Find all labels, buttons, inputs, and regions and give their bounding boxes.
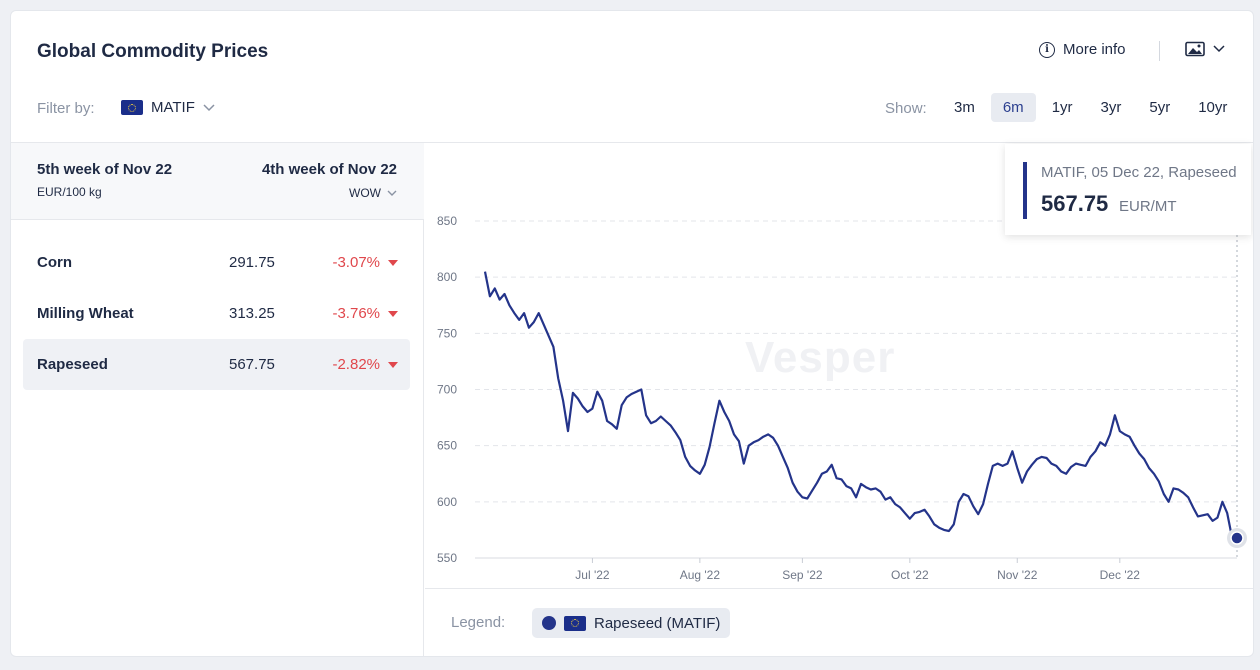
tooltip-accent [1023, 162, 1027, 219]
table-row[interactable]: Milling Wheat 313.25 -3.76% [23, 288, 410, 339]
x-tick-label: Jul '22 [575, 568, 610, 582]
filter-dropdown[interactable]: MATIF [121, 99, 215, 116]
more-info-label: More info [1063, 41, 1126, 58]
series-dot-icon [542, 616, 556, 630]
tooltip-label: MATIF, 05 Dec 22, Rapeseed [1041, 164, 1237, 181]
range-button-10yr[interactable]: 10yr [1198, 99, 1228, 116]
legend-item-label: Rapeseed (MATIF) [594, 614, 721, 632]
range-button-3yr[interactable]: 3yr [1100, 99, 1122, 116]
legend-divider [425, 588, 1253, 589]
commodity-name: Corn [37, 254, 72, 271]
y-tick-label: 650 [437, 439, 457, 453]
commodity-name: Rapeseed [37, 356, 108, 373]
info-icon: i [1039, 41, 1055, 58]
x-tick-label: Dec '22 [1100, 568, 1141, 582]
commodity-name: Milling Wheat [37, 305, 134, 322]
filter-value: MATIF [151, 99, 195, 116]
down-arrow-icon [388, 310, 398, 317]
header-divider [1159, 41, 1160, 61]
compare-week-label: 4th week of Nov 22 [261, 161, 397, 178]
divider [11, 142, 1253, 143]
price-table-header: 5th week of Nov 22 EUR/100 kg 4th week o… [11, 143, 424, 220]
commodity-change: -3.76% [332, 305, 398, 322]
y-tick-label: 550 [437, 551, 457, 565]
unit-label: EUR/100 kg [37, 185, 102, 199]
x-tick-label: Nov '22 [997, 568, 1038, 582]
range-button-3m[interactable]: 3m [954, 99, 975, 116]
legend-label: Legend: [451, 614, 506, 631]
chart-area: Vesper 550 600 650 700 750 800 850 Jul '22 Aug '… [425, 143, 1253, 589]
y-tick-label: 850 [437, 214, 457, 228]
page-title: Global Commodity Prices [37, 41, 269, 62]
commodity-prices-card: Global Commodity Prices i More info Filt… [10, 10, 1254, 657]
y-tick-label: 750 [437, 326, 457, 340]
down-arrow-icon [388, 361, 398, 368]
range-selector: 3m 6m 1yr 3yr 5yr 10yr [942, 93, 1239, 122]
more-info-button[interactable]: i More info [1039, 41, 1126, 58]
commodity-change: -3.07% [332, 254, 398, 271]
eu-flag-icon [121, 100, 143, 115]
eu-flag-icon [564, 615, 586, 631]
tooltip-value: 567.75 [1041, 191, 1109, 216]
change-value: -3.76% [332, 305, 380, 322]
compare-mode-value: WOW [349, 186, 381, 200]
legend-item-rapeseed[interactable]: Rapeseed (MATIF) [532, 608, 731, 638]
range-button-1yr[interactable]: 1yr [1051, 99, 1073, 116]
commodity-price: 291.75 [229, 254, 275, 271]
compare-mode-dropdown[interactable]: WOW [349, 186, 397, 200]
chart-tooltip: MATIF, 05 Dec 22, Rapeseed 567.75 EUR/MT [1005, 144, 1251, 235]
hover-point[interactable] [1230, 531, 1244, 545]
filter-label: Filter by: [37, 100, 95, 117]
current-week-label: 5th week of Nov 22 [37, 161, 173, 178]
tooltip-unit: EUR/MT [1119, 198, 1177, 215]
watermark: Vesper [745, 333, 896, 382]
price-rows: Corn 291.75 -3.07% Milling Wheat 313.25 -3.76… [23, 237, 410, 390]
x-tick-label: Oct '22 [891, 568, 929, 582]
show-label: Show: [885, 100, 927, 117]
y-tick-label: 600 [437, 495, 457, 509]
series-line-rapeseed [483, 271, 1238, 540]
commodity-price: 313.25 [229, 305, 275, 322]
export-image-menu[interactable] [1185, 41, 1225, 57]
commodity-change: -2.82% [332, 356, 398, 373]
x-tick-label: Aug '22 [680, 568, 721, 582]
range-button-5yr[interactable]: 5yr [1149, 99, 1171, 116]
change-value: -3.07% [332, 254, 380, 271]
range-button-6m[interactable]: 6m [990, 93, 1036, 122]
chevron-down-icon [203, 103, 215, 111]
price-table-panel: 5th week of Nov 22 EUR/100 kg 4th week o… [11, 143, 424, 656]
y-tick-label: 700 [437, 383, 457, 397]
down-arrow-icon [388, 259, 398, 266]
table-row[interactable]: Corn 291.75 -3.07% [23, 237, 410, 288]
chevron-down-icon [1213, 45, 1225, 53]
commodity-price: 567.75 [229, 356, 275, 373]
price-line-chart: 550 600 650 700 750 800 850 Jul '22 Aug '22 Sep '… [437, 214, 1247, 582]
x-tick-label: Sep '22 [782, 568, 823, 582]
chevron-down-icon [387, 190, 397, 196]
table-row[interactable]: Rapeseed 567.75 -2.82% [23, 339, 410, 390]
image-icon [1185, 41, 1205, 57]
change-value: -2.82% [332, 356, 380, 373]
y-tick-label: 800 [437, 270, 457, 284]
